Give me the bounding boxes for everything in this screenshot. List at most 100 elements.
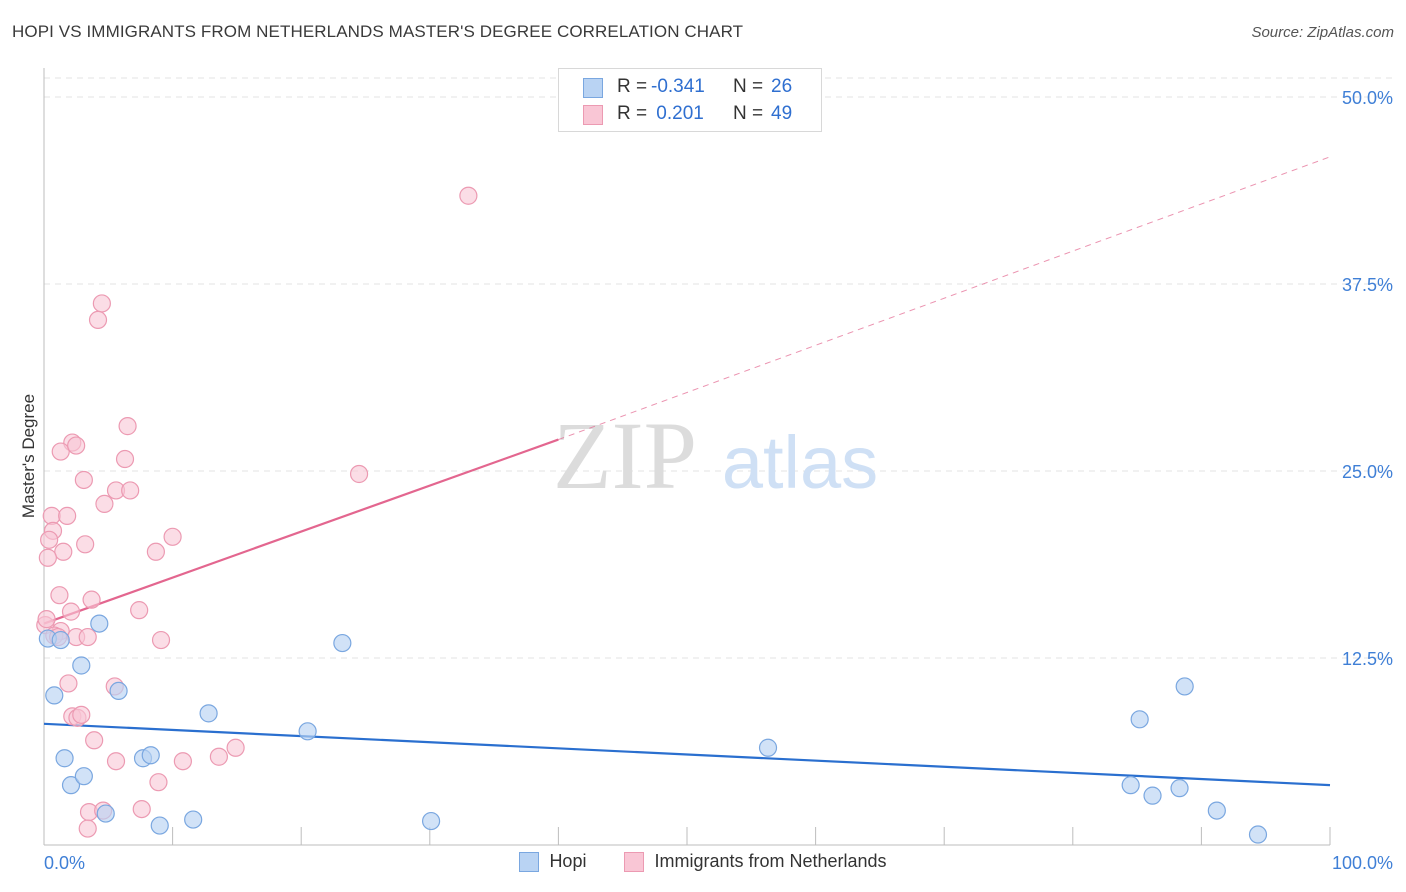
hopi-point	[51, 630, 70, 650]
netherlands-n-label: N =	[733, 103, 764, 124]
hopi-swatch	[583, 78, 603, 98]
watermark: ZIP atlas	[553, 402, 878, 509]
y-tick-label: 50.0%	[1342, 88, 1393, 108]
x-tick-label-max: 100.0%	[1332, 853, 1393, 873]
hopi-point	[55, 749, 74, 768]
x-tick-label-min: 0.0%	[44, 853, 85, 873]
netherlands-point	[226, 738, 245, 757]
netherlands-point	[121, 481, 140, 500]
hopi-point	[1121, 776, 1140, 795]
hopi-point	[333, 633, 352, 653]
netherlands-r-value: 0.201	[651, 103, 704, 124]
hopi-point	[298, 722, 317, 741]
netherlands-trend-extension	[558, 156, 1331, 441]
hopi-point	[184, 810, 203, 829]
netherlands-point	[67, 436, 86, 455]
netherlands-trend-line	[43, 438, 559, 625]
hopi-point	[45, 686, 64, 705]
source-label: Source: ZipAtlas.com	[1251, 24, 1394, 41]
netherlands-point	[82, 590, 101, 609]
hopi-point	[96, 804, 115, 823]
netherlands-point	[85, 731, 104, 750]
hopi-n-label: N =	[733, 76, 764, 97]
netherlands-point	[88, 310, 108, 330]
legend-item-hopi: Hopi	[519, 851, 586, 872]
netherlands-point	[130, 601, 149, 620]
hopi-trend-line	[43, 722, 1331, 787]
netherlands-point	[61, 602, 81, 621]
legend-netherlands-swatch	[624, 851, 645, 872]
hopi-point	[1170, 779, 1189, 798]
axes	[43, 68, 1331, 846]
netherlands-swatch	[583, 105, 603, 125]
netherlands-point	[54, 542, 73, 561]
hopi-points	[38, 614, 1268, 844]
netherlands-r-label: R =	[617, 103, 648, 124]
netherlands-point	[51, 442, 70, 461]
chart-title: HOPI VS IMMIGRANTS FROM NETHERLANDS MAST…	[12, 22, 744, 41]
hopi-n-value: 26	[771, 76, 793, 97]
netherlands-point	[78, 819, 97, 838]
netherlands-point	[78, 627, 97, 647]
netherlands-point	[151, 630, 171, 650]
netherlands-point	[118, 417, 137, 436]
hopi-point	[758, 738, 778, 757]
netherlands-n-value: 49	[771, 103, 793, 124]
netherlands-point	[349, 464, 369, 484]
legend-hopi-label: Hopi	[549, 851, 587, 871]
stats-legend: R = -0.341 N = 26 R = 0.201 N = 49	[558, 68, 822, 132]
netherlands-points	[36, 186, 478, 838]
hopi-point	[141, 746, 160, 765]
hopi-point	[90, 614, 109, 633]
netherlands-point	[38, 548, 57, 567]
netherlands-point	[59, 674, 78, 693]
hopi-point	[421, 811, 441, 831]
netherlands-point	[50, 586, 69, 605]
netherlands-point	[163, 527, 182, 546]
netherlands-point	[74, 470, 93, 490]
netherlands-point	[72, 705, 91, 724]
hopi-point	[61, 776, 81, 795]
hopi-point	[72, 656, 91, 675]
hopi-point	[150, 816, 169, 835]
y-tick-label: 25.0%	[1342, 462, 1393, 482]
trend-lines	[43, 156, 1331, 787]
legend-netherlands-label: Immigrants from Netherlands	[654, 851, 887, 871]
netherlands-point	[149, 773, 168, 792]
y-tick-label: 37.5%	[1342, 275, 1393, 295]
hopi-point	[1143, 786, 1162, 805]
watermark-zip: ZIP	[553, 402, 697, 509]
netherlands-point	[146, 542, 165, 561]
netherlands-point	[58, 506, 77, 525]
hopi-r-value: -0.341	[651, 76, 705, 97]
tick-labels: 12.5% 25.0% 37.5% 50.0% 0.0% 100.0%	[44, 88, 1393, 873]
hopi-point	[1175, 677, 1194, 696]
hopi-point	[1207, 801, 1226, 820]
y-tick-label: 12.5%	[1342, 649, 1393, 669]
hopi-point	[109, 681, 128, 701]
netherlands-point	[42, 506, 61, 525]
hopi-point	[74, 767, 93, 786]
netherlands-point	[209, 747, 228, 766]
hopi-r-label: R =	[617, 76, 648, 97]
grid-lines	[44, 77, 1395, 659]
bottom-legend: Hopi Immigrants from Netherlands	[0, 851, 1406, 872]
legend-item-netherlands: Immigrants from Netherlands	[624, 851, 887, 872]
netherlands-point	[95, 494, 114, 514]
netherlands-point	[92, 294, 111, 313]
netherlands-point	[115, 449, 135, 469]
hopi-point	[1248, 825, 1268, 844]
netherlands-point	[132, 799, 151, 819]
netherlands-point	[106, 752, 126, 771]
hopi-point	[1130, 710, 1149, 729]
hopi-point	[199, 704, 218, 723]
legend-hopi-swatch	[519, 851, 540, 872]
netherlands-point	[76, 535, 95, 554]
y-axis-label: Master's Degree	[19, 394, 38, 518]
netherlands-point	[173, 752, 192, 771]
netherlands-point	[37, 610, 56, 629]
netherlands-point	[459, 186, 478, 205]
netherlands-point	[40, 530, 59, 549]
watermark-atlas: atlas	[722, 421, 878, 504]
